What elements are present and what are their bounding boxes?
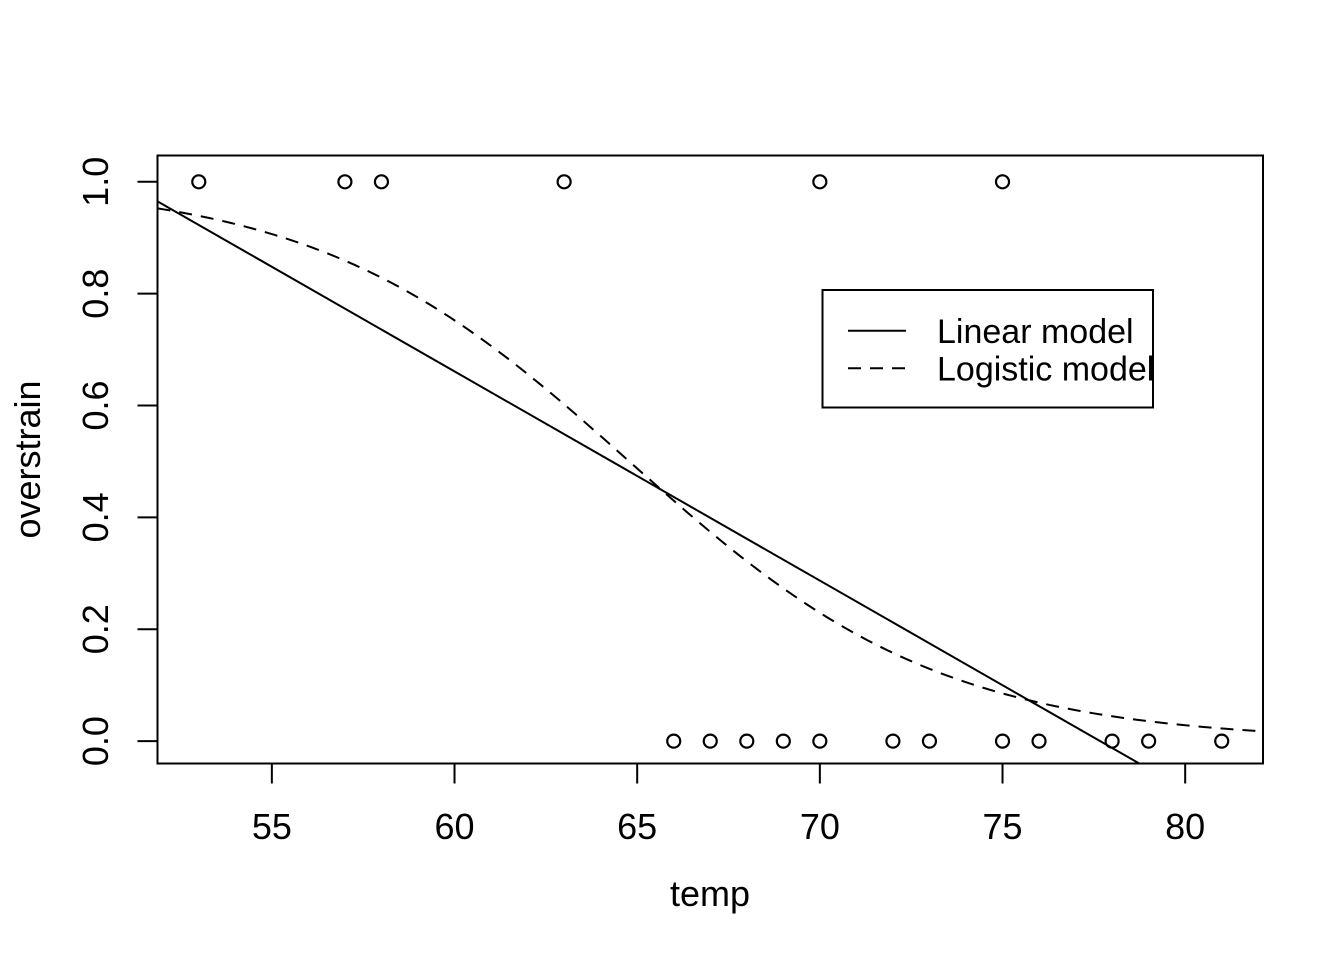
- legend-label-linear: Linear model: [937, 313, 1134, 351]
- x-tick-label: 65: [617, 806, 657, 847]
- data-point: [812, 174, 828, 190]
- data-point: [921, 733, 938, 749]
- x-axis-ticks: 55 60 65 70 75 80: [252, 763, 1205, 847]
- y-tick-label: 0.6: [75, 381, 116, 431]
- y-tick-label: 0.8: [75, 269, 116, 319]
- data-point: [666, 733, 682, 749]
- data-point: [191, 174, 207, 190]
- data-point: [1031, 733, 1047, 749]
- data-point: [812, 733, 828, 749]
- data-point: [702, 733, 718, 749]
- x-tick-label: 55: [252, 806, 292, 847]
- logistic-model-curve: [157, 207, 1261, 733]
- y-tick-label: 0.2: [75, 604, 116, 654]
- linear-model-curve: [157, 200, 1142, 764]
- y-axis-title: overstrain: [7, 380, 48, 538]
- data-point: [373, 174, 390, 190]
- legend: Linear model Logistic model: [821, 289, 1154, 409]
- model-curves: [157, 200, 1261, 764]
- data-point: [337, 174, 353, 190]
- plot-area-border: [156, 154, 1264, 765]
- x-tick-label: 75: [982, 806, 1022, 847]
- data-point: [885, 733, 901, 749]
- data-points: [191, 174, 1230, 749]
- x-tick-label: 80: [1165, 806, 1205, 847]
- y-tick-label: 0.4: [75, 492, 116, 542]
- data-point: [994, 733, 1011, 749]
- data-point: [1214, 733, 1230, 749]
- legend-border: [821, 289, 1154, 409]
- y-tick-label: 1.0: [75, 157, 116, 207]
- x-tick-label: 60: [434, 806, 474, 847]
- data-point: [775, 733, 791, 749]
- x-axis-title: temp: [670, 873, 750, 914]
- y-tick-label: 0.0: [75, 716, 116, 766]
- y-axis-ticks: 0.0 0.2 0.4 0.6 0.8 1.0: [75, 157, 158, 766]
- data-point: [1141, 733, 1157, 749]
- x-tick-label: 70: [800, 806, 840, 847]
- legend-label-logistic: Logistic model: [937, 351, 1154, 389]
- data-point: [739, 733, 755, 749]
- data-point: [556, 174, 572, 190]
- data-point: [994, 174, 1011, 190]
